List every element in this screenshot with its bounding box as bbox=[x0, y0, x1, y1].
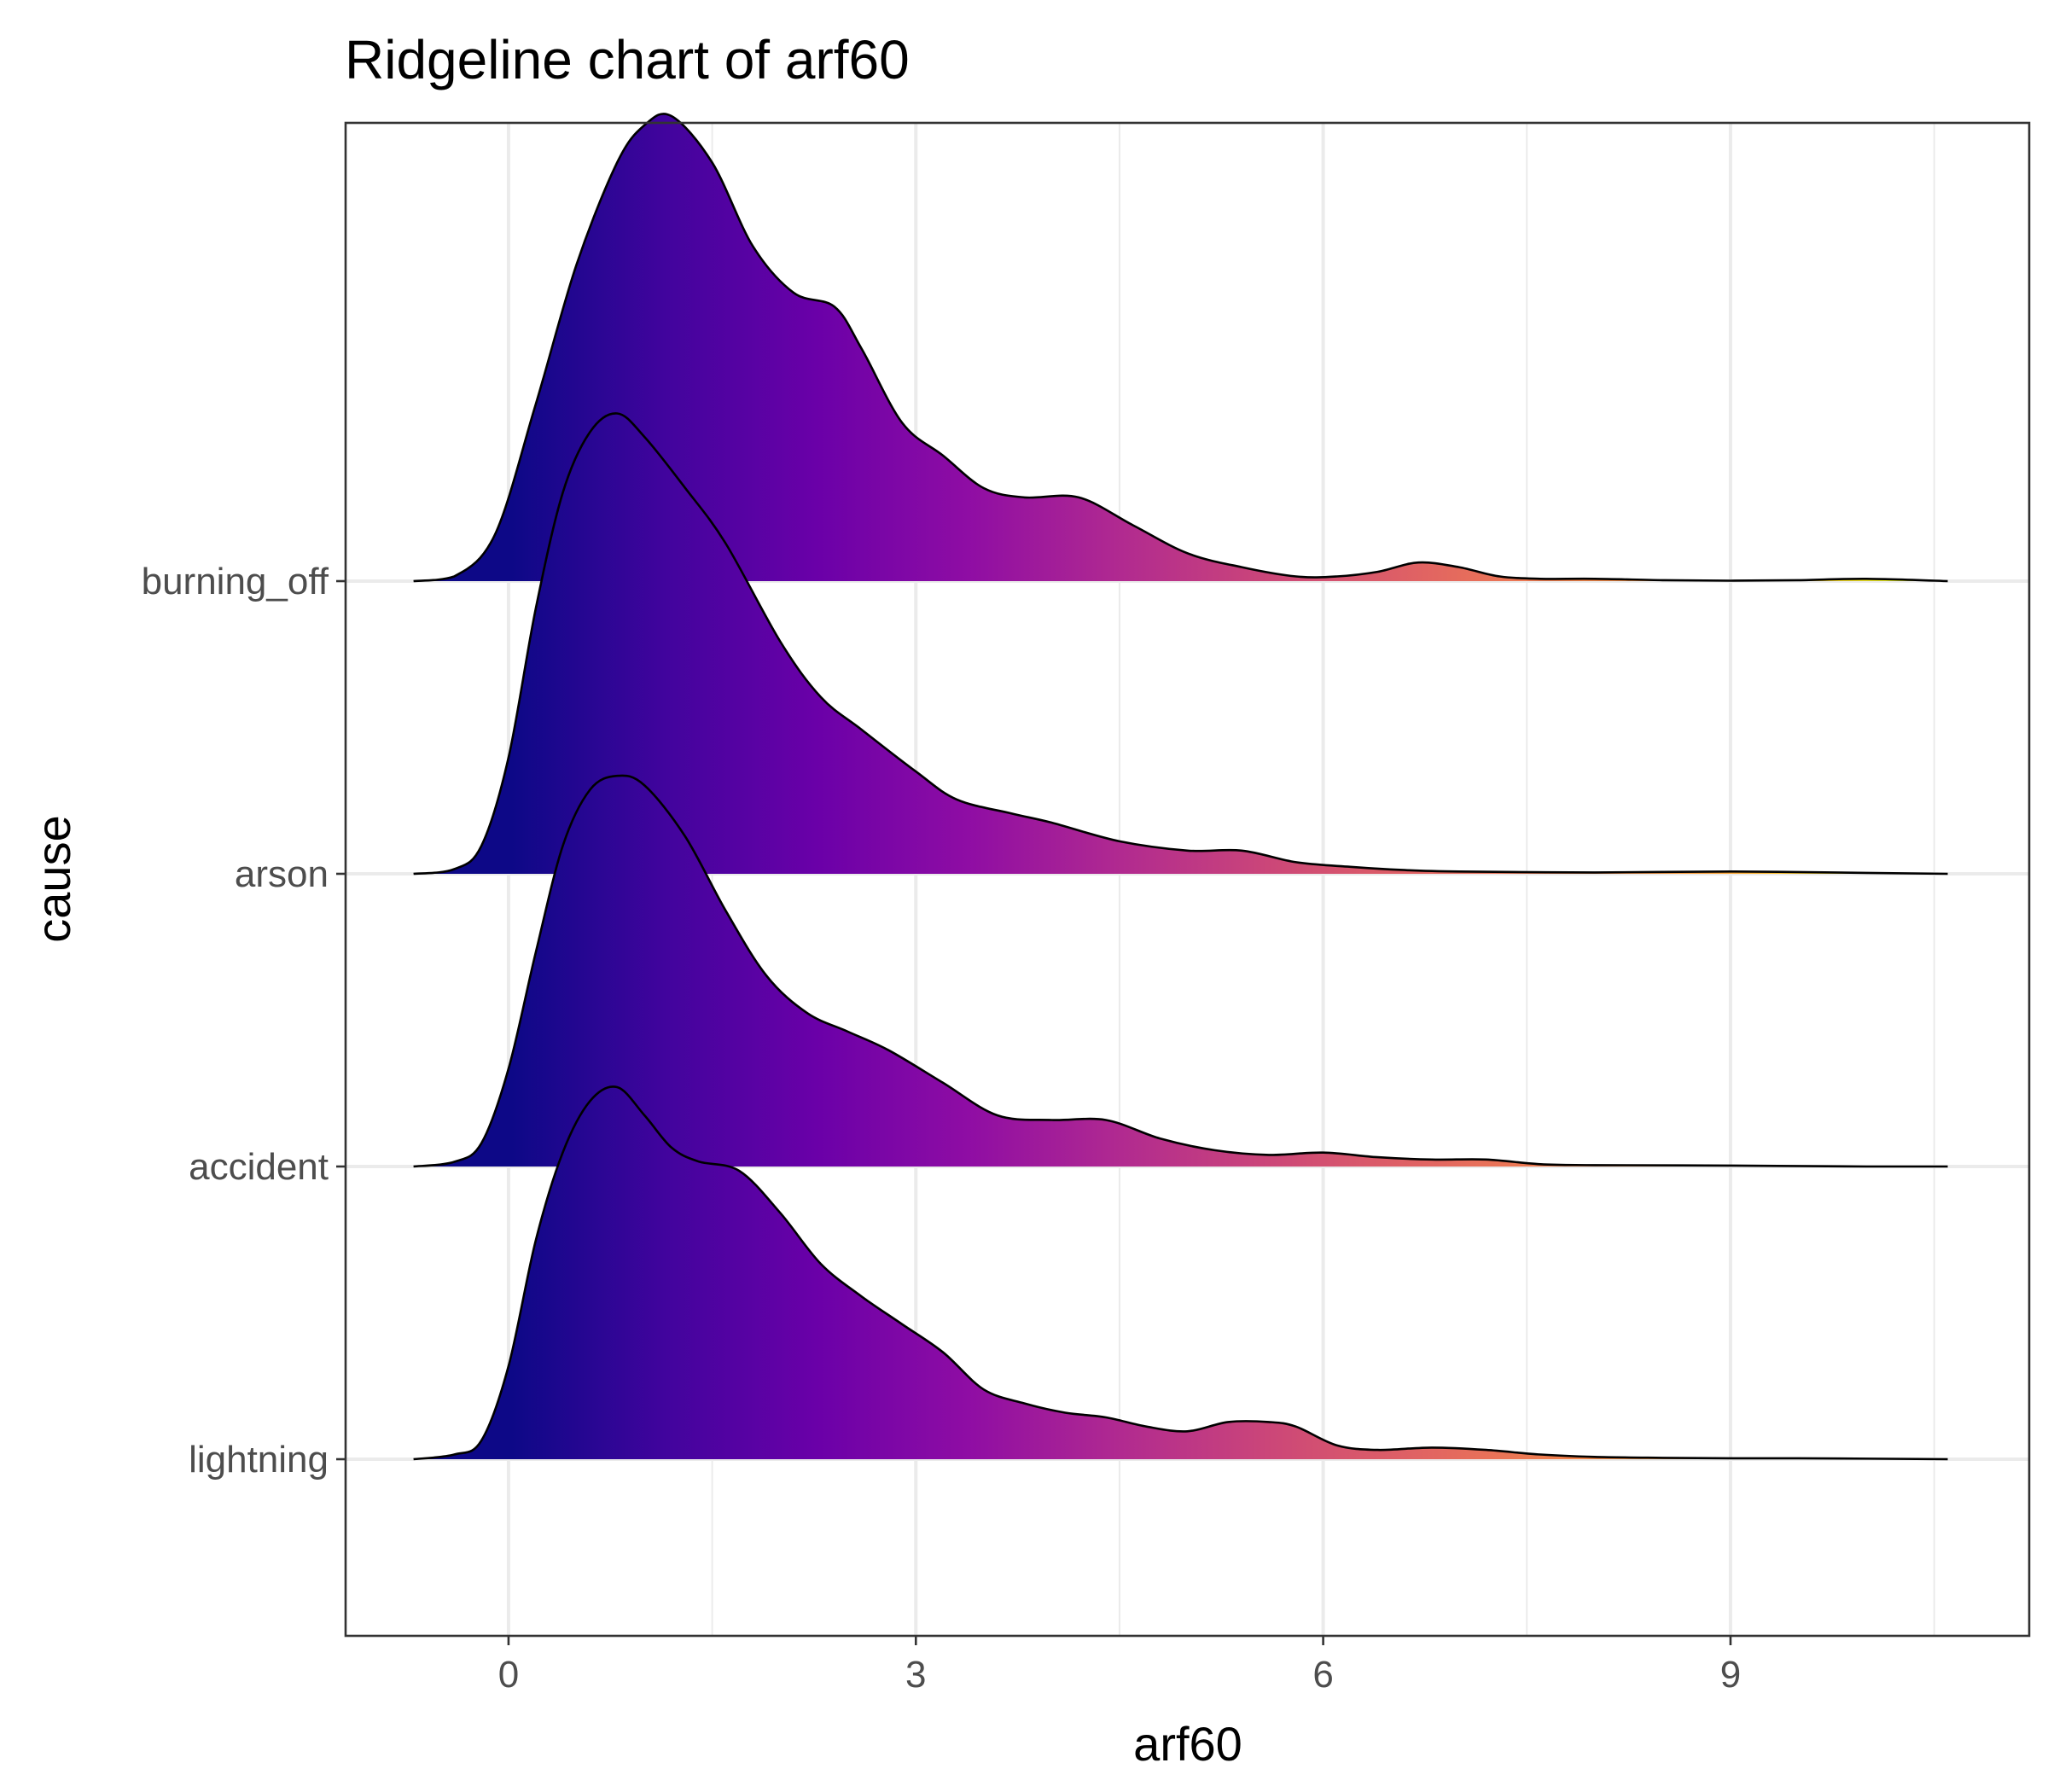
y-tick-label: arson bbox=[235, 853, 329, 895]
ridge-outline-lightning bbox=[413, 1085, 1948, 1461]
y-tick-label: lightning bbox=[189, 1439, 329, 1481]
x-tick-label: 0 bbox=[498, 1654, 519, 1696]
ridge-accident bbox=[413, 774, 1948, 1168]
ridge-outline-arson bbox=[413, 412, 1948, 876]
panel-border bbox=[344, 121, 2031, 1638]
x-axis: 0 3 6 9 bbox=[498, 1636, 1741, 1696]
ridge-fill-arson bbox=[413, 413, 1948, 874]
chart-title: Ridgeline chart of arf60 bbox=[345, 29, 910, 90]
ridge-arson bbox=[413, 412, 1948, 876]
x-tick-label: 9 bbox=[1720, 1654, 1741, 1696]
ridges bbox=[413, 113, 1948, 1461]
ridge-burning_off bbox=[413, 113, 1948, 583]
ridge-outline-burning_off bbox=[413, 113, 1948, 583]
y-axis-title: cause bbox=[26, 815, 80, 942]
x-tick-label: 6 bbox=[1312, 1654, 1333, 1696]
y-tick-label: burning_off bbox=[142, 561, 329, 602]
ridge-fill-accident bbox=[413, 775, 1948, 1167]
y-tick-label: accident bbox=[189, 1146, 329, 1188]
x-tick-label: 3 bbox=[905, 1654, 926, 1696]
ridge-lightning bbox=[413, 1085, 1948, 1461]
x-axis-title: arf60 bbox=[1133, 1717, 1242, 1771]
ridge-outline-accident bbox=[413, 774, 1948, 1168]
ridge-fill-burning_off bbox=[413, 113, 1948, 582]
ridge-fill-lightning bbox=[413, 1086, 1948, 1459]
